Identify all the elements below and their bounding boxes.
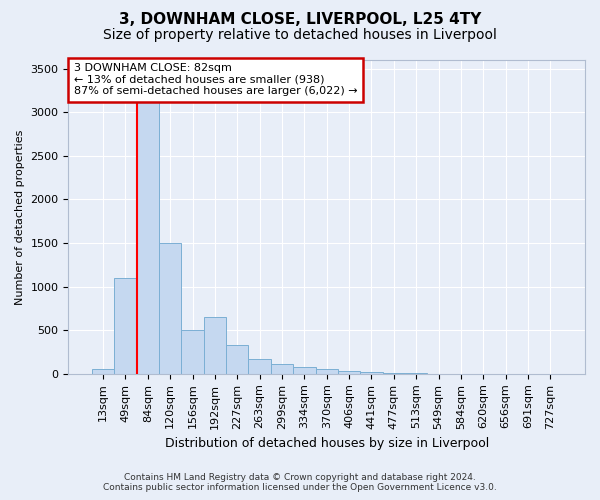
Text: Contains HM Land Registry data © Crown copyright and database right 2024.
Contai: Contains HM Land Registry data © Crown c…: [103, 473, 497, 492]
Text: 3, DOWNHAM CLOSE, LIVERPOOL, L25 4TY: 3, DOWNHAM CLOSE, LIVERPOOL, L25 4TY: [119, 12, 481, 28]
Bar: [137, 76, 159, 374]
X-axis label: Distribution of detached houses by size in Liverpool: Distribution of detached houses by size …: [164, 437, 489, 450]
Bar: [248, 358, 271, 374]
Bar: [383, 373, 405, 374]
Bar: [181, 330, 204, 374]
Bar: [114, 278, 137, 374]
Y-axis label: Number of detached properties: Number of detached properties: [15, 129, 25, 304]
Bar: [293, 368, 316, 374]
Bar: [92, 370, 114, 374]
Bar: [159, 243, 181, 374]
Bar: [316, 370, 338, 374]
Bar: [338, 371, 360, 374]
Bar: [271, 364, 293, 374]
Bar: [360, 372, 383, 374]
Bar: [204, 317, 226, 374]
Bar: [226, 346, 248, 374]
Text: Size of property relative to detached houses in Liverpool: Size of property relative to detached ho…: [103, 28, 497, 42]
Text: 3 DOWNHAM CLOSE: 82sqm
← 13% of detached houses are smaller (938)
87% of semi-de: 3 DOWNHAM CLOSE: 82sqm ← 13% of detached…: [74, 63, 357, 96]
